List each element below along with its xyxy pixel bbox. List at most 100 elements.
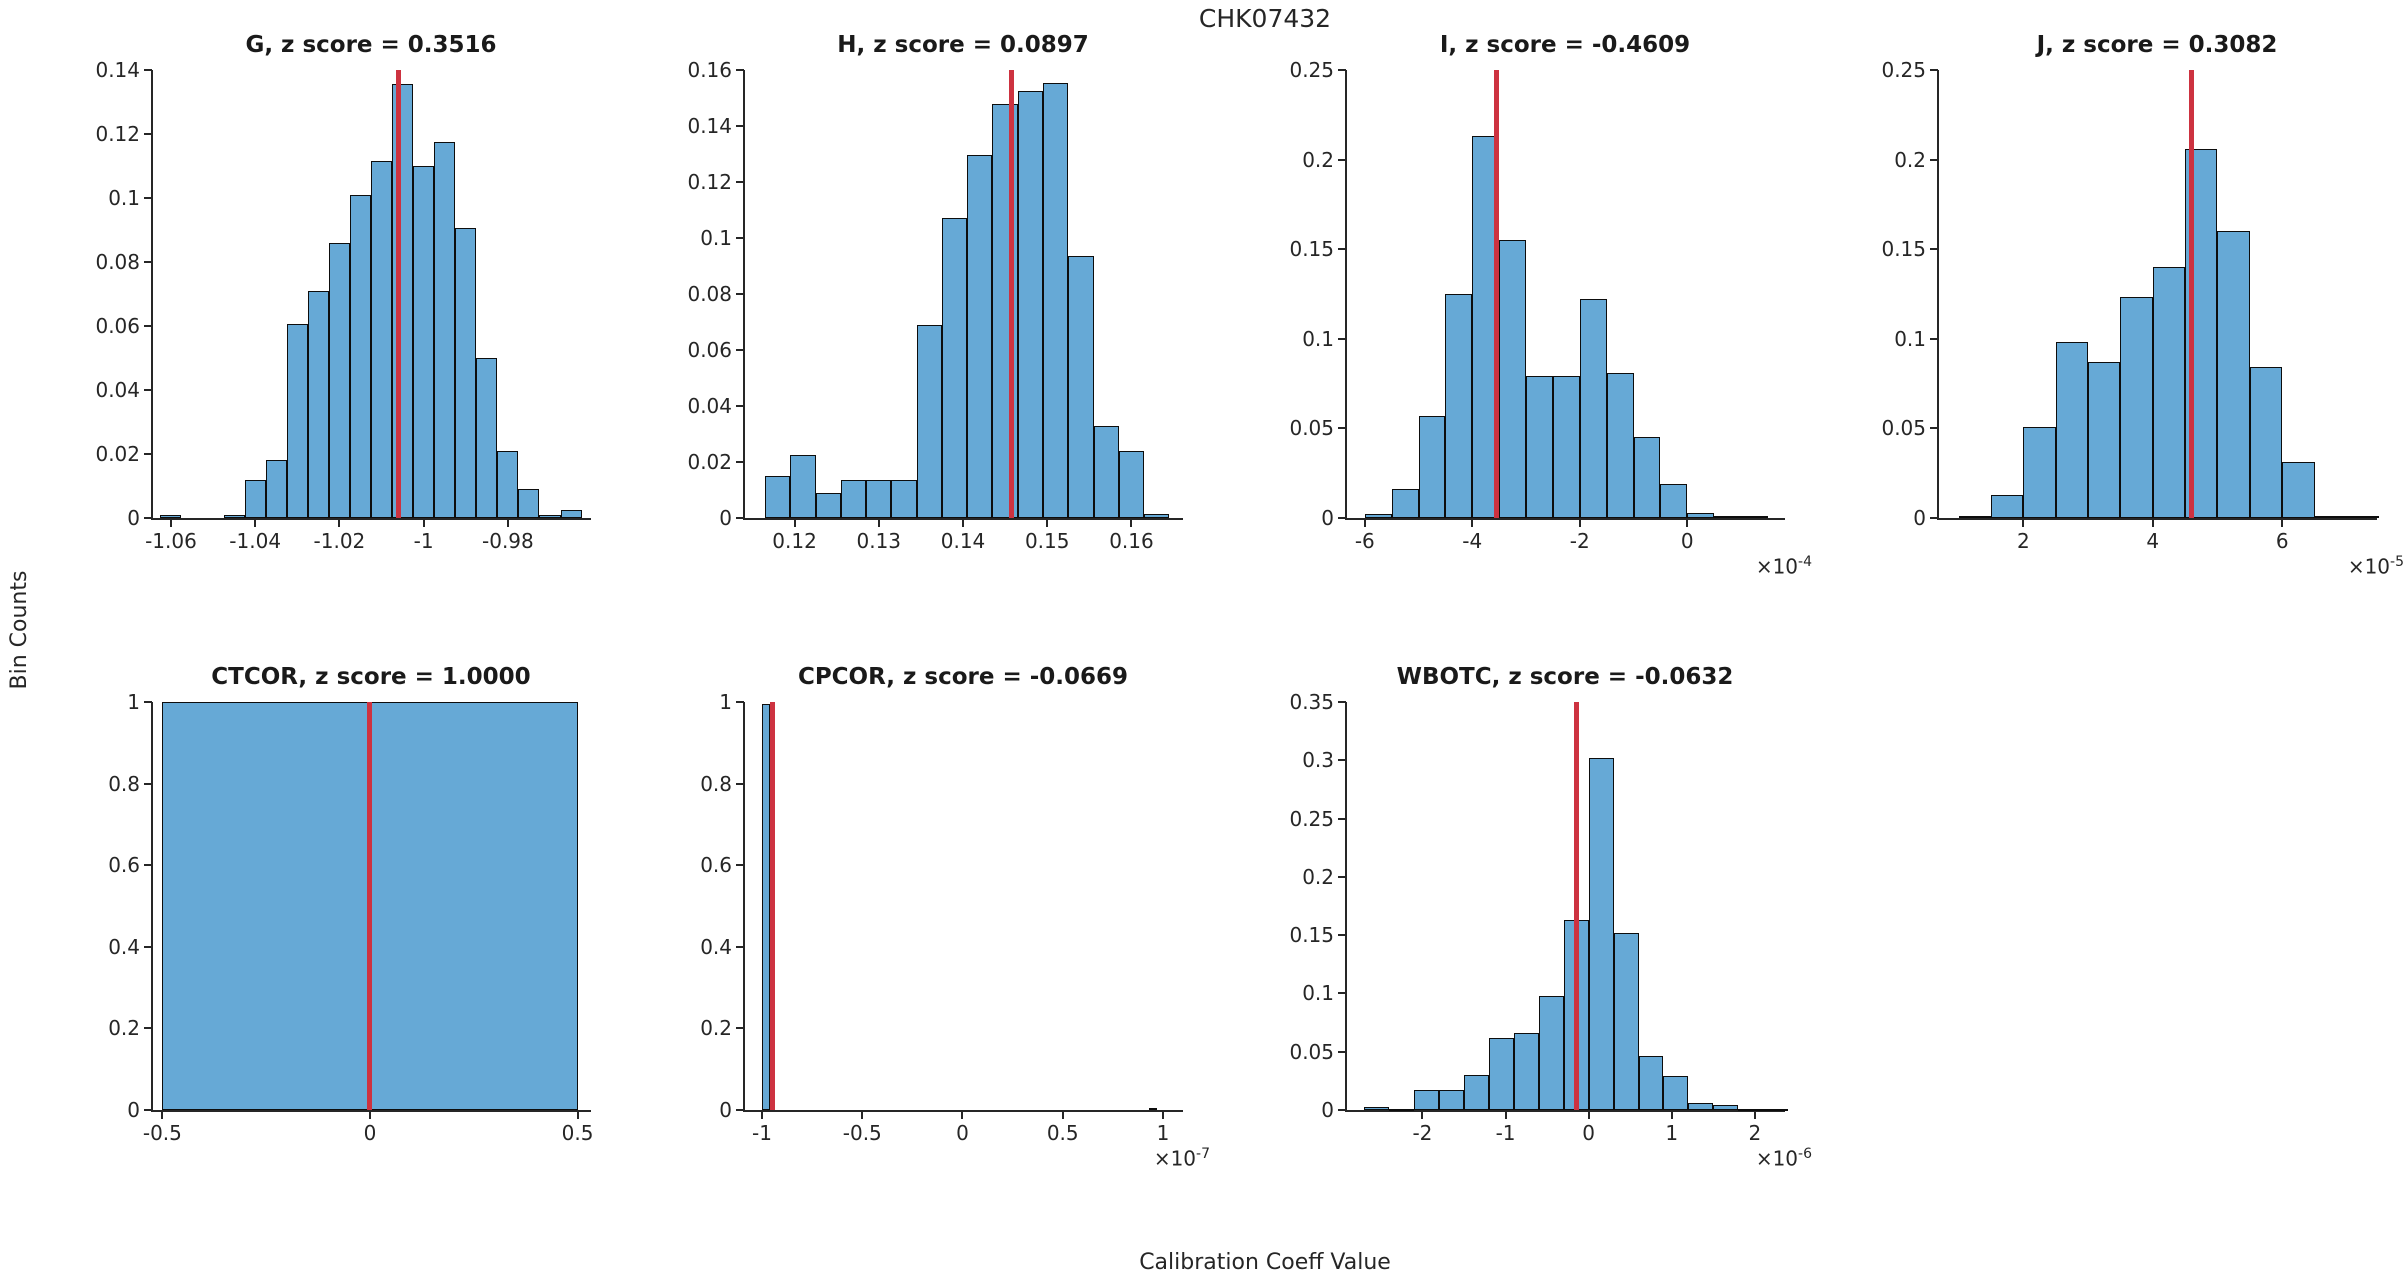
histogram-bar <box>1118 450 1145 518</box>
y-tick <box>736 69 744 71</box>
y-tick <box>1338 337 1346 340</box>
x-tick-label: -1.06 <box>145 529 197 553</box>
histogram-bar <box>1513 1033 1539 1110</box>
histogram-bar <box>1364 1106 1390 1110</box>
histogram-bar <box>1364 514 1392 518</box>
histogram-bar <box>762 704 771 1110</box>
red-reference-line <box>367 702 373 1110</box>
y-tick <box>144 1027 152 1030</box>
y-tick <box>736 782 744 785</box>
histogram-bar <box>2346 516 2380 519</box>
histogram-bar <box>539 514 561 518</box>
y-tick-label: 1 <box>719 690 732 714</box>
histogram-bar <box>1148 1107 1157 1110</box>
histogram-bar <box>790 455 816 518</box>
y-tick <box>1930 69 1938 71</box>
histogram-bar <box>1663 1076 1689 1110</box>
histogram-bar <box>1688 1103 1714 1110</box>
y-tick-label: 0.1 <box>700 226 732 250</box>
histogram-bar <box>434 142 456 518</box>
histogram-bar <box>1389 1108 1415 1111</box>
y-tick <box>736 125 744 127</box>
y-tick <box>144 864 152 867</box>
histogram-bar <box>1613 932 1639 1110</box>
y-tick <box>1930 158 1938 161</box>
histogram-bar <box>941 218 968 518</box>
y-tick <box>144 782 152 785</box>
red-reference-line <box>769 702 775 1110</box>
histogram-bar <box>518 489 540 518</box>
y-tick-label: 0.15 <box>1289 923 1334 948</box>
y-tick-label: 0.06 <box>95 314 140 338</box>
red-reference-line <box>395 70 401 518</box>
y-tick <box>144 197 152 199</box>
x-axis-line <box>1345 1110 1785 1112</box>
y-axis-line <box>1345 702 1347 1112</box>
x-tick-label: 0.5 <box>561 1121 594 1145</box>
y-tick-label: 0.6 <box>700 853 732 878</box>
figure-title: CHK07432 <box>1198 4 1332 33</box>
histogram-bar <box>1499 240 1527 518</box>
x-tick <box>1363 520 1366 527</box>
x-tick <box>1753 1112 1756 1119</box>
y-tick <box>1338 158 1346 161</box>
y-axis-line <box>151 702 153 1112</box>
x-tick-label: -6 <box>1354 529 1375 553</box>
x-tick-label: -2 <box>1412 1121 1433 1145</box>
histogram-bar <box>1068 256 1094 518</box>
histogram-bar <box>1552 376 1580 518</box>
histogram-bar <box>455 228 477 518</box>
red-reference-line <box>1493 70 1499 518</box>
y-tick-label: 0.12 <box>95 122 140 146</box>
histogram-bar <box>2055 342 2089 518</box>
histogram-bar <box>1606 372 1634 518</box>
x-tick-label: 4 <box>2146 529 2160 553</box>
histogram-bar <box>1526 376 1553 518</box>
y-tick <box>144 389 152 391</box>
x-tick <box>1587 1112 1590 1119</box>
y-tick-label: 0.2 <box>1894 147 1926 172</box>
histogram-bar <box>2152 267 2186 518</box>
y-tick-label: 0.1 <box>1302 981 1334 1006</box>
x-tick <box>1471 520 1474 527</box>
y-tick <box>144 945 152 948</box>
y-tick-label: 0.08 <box>95 250 140 274</box>
red-reference-line <box>1009 70 1015 518</box>
subplot-title-J: J, z score = 0.3082 <box>2036 32 2278 58</box>
histogram-bar <box>2314 516 2347 519</box>
x-axis-exponent: ×10-7 <box>1153 1146 1210 1171</box>
x-tick <box>338 520 341 527</box>
y-tick <box>736 701 744 703</box>
histogram-bar <box>307 290 329 518</box>
histogram-bar <box>1638 1056 1664 1110</box>
x-axis-line <box>1345 518 1785 520</box>
y-axis-line <box>1345 70 1347 520</box>
histogram-bar <box>560 510 582 518</box>
histogram-bar <box>328 242 350 518</box>
histogram-bar <box>2088 362 2121 518</box>
x-axis-exponent: ×10-6 <box>1755 1146 1812 1171</box>
subplot-title-I: I, z score = -0.4609 <box>1439 32 1691 58</box>
subplot-title-WBOTC: WBOTC, z score = -0.0632 <box>1396 664 1734 690</box>
y-tick-label: 0.6 <box>108 853 140 878</box>
x-tick-label: -2 <box>1569 529 1590 553</box>
x-tick <box>877 520 880 527</box>
red-reference-line <box>1573 702 1579 1110</box>
x-tick-label: -1.02 <box>313 529 366 553</box>
y-tick-label: 0.08 <box>687 282 732 306</box>
y-tick <box>1930 517 1938 519</box>
y-tick <box>1338 875 1346 878</box>
y-tick <box>736 517 744 519</box>
histogram-bar <box>1741 516 1768 519</box>
histogram-bar <box>967 155 993 518</box>
x-tick <box>961 1112 964 1119</box>
x-tick-label: -0.5 <box>842 1121 882 1145</box>
y-tick <box>1338 701 1346 703</box>
histogram-bar <box>1579 299 1607 518</box>
x-axis-exponent: ×10-5 <box>2347 554 2404 579</box>
y-tick-label: 0 <box>127 506 140 530</box>
histogram-bar <box>2217 231 2250 518</box>
y-tick-label: 0.12 <box>687 170 732 194</box>
x-tick-label: -1 <box>752 1121 772 1145</box>
y-tick-label: 0.2 <box>108 1016 140 1041</box>
